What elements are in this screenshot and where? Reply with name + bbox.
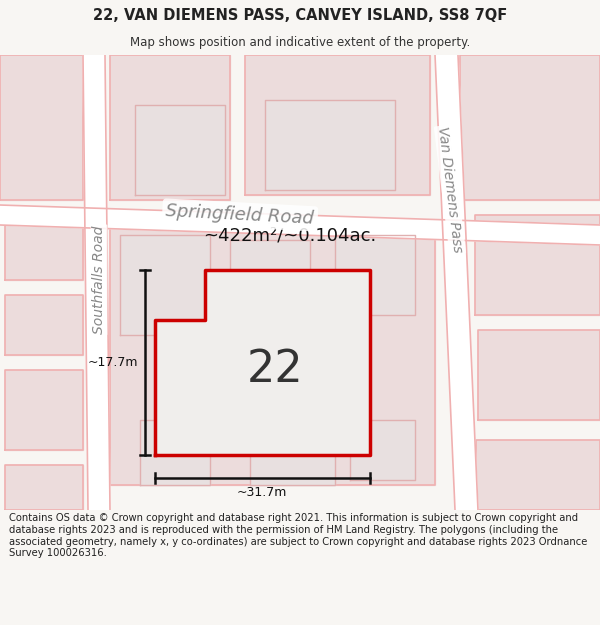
Polygon shape (250, 420, 335, 485)
Polygon shape (5, 220, 83, 280)
Polygon shape (135, 105, 225, 195)
Polygon shape (0, 205, 600, 245)
Polygon shape (5, 295, 83, 355)
Text: Contains OS data © Crown copyright and database right 2021. This information is : Contains OS data © Crown copyright and d… (9, 514, 587, 558)
Polygon shape (435, 55, 478, 510)
Text: ~422m²/~0.104ac.: ~422m²/~0.104ac. (203, 227, 377, 245)
Text: ~31.7m: ~31.7m (237, 486, 287, 499)
Polygon shape (0, 55, 83, 200)
Polygon shape (460, 55, 600, 200)
Polygon shape (265, 100, 395, 190)
Polygon shape (5, 465, 83, 510)
Polygon shape (230, 240, 310, 330)
Polygon shape (110, 55, 230, 200)
Polygon shape (120, 235, 210, 335)
Polygon shape (155, 270, 370, 455)
Text: Southfalls Road: Southfalls Road (92, 226, 106, 334)
Polygon shape (5, 370, 83, 450)
Text: Van Diemens Pass: Van Diemens Pass (436, 126, 464, 254)
Text: 22: 22 (247, 349, 304, 391)
Text: Map shows position and indicative extent of the property.: Map shows position and indicative extent… (130, 36, 470, 49)
Polygon shape (140, 420, 210, 485)
Polygon shape (83, 55, 110, 510)
Text: 22, VAN DIEMENS PASS, CANVEY ISLAND, SS8 7QF: 22, VAN DIEMENS PASS, CANVEY ISLAND, SS8… (93, 8, 507, 23)
Polygon shape (335, 235, 415, 315)
Polygon shape (110, 225, 435, 485)
Polygon shape (350, 420, 415, 480)
Text: Springfield Road: Springfield Road (166, 202, 314, 228)
Polygon shape (476, 440, 600, 510)
Polygon shape (475, 215, 600, 315)
Polygon shape (478, 330, 600, 420)
Text: ~17.7m: ~17.7m (88, 356, 138, 369)
Polygon shape (245, 55, 430, 195)
